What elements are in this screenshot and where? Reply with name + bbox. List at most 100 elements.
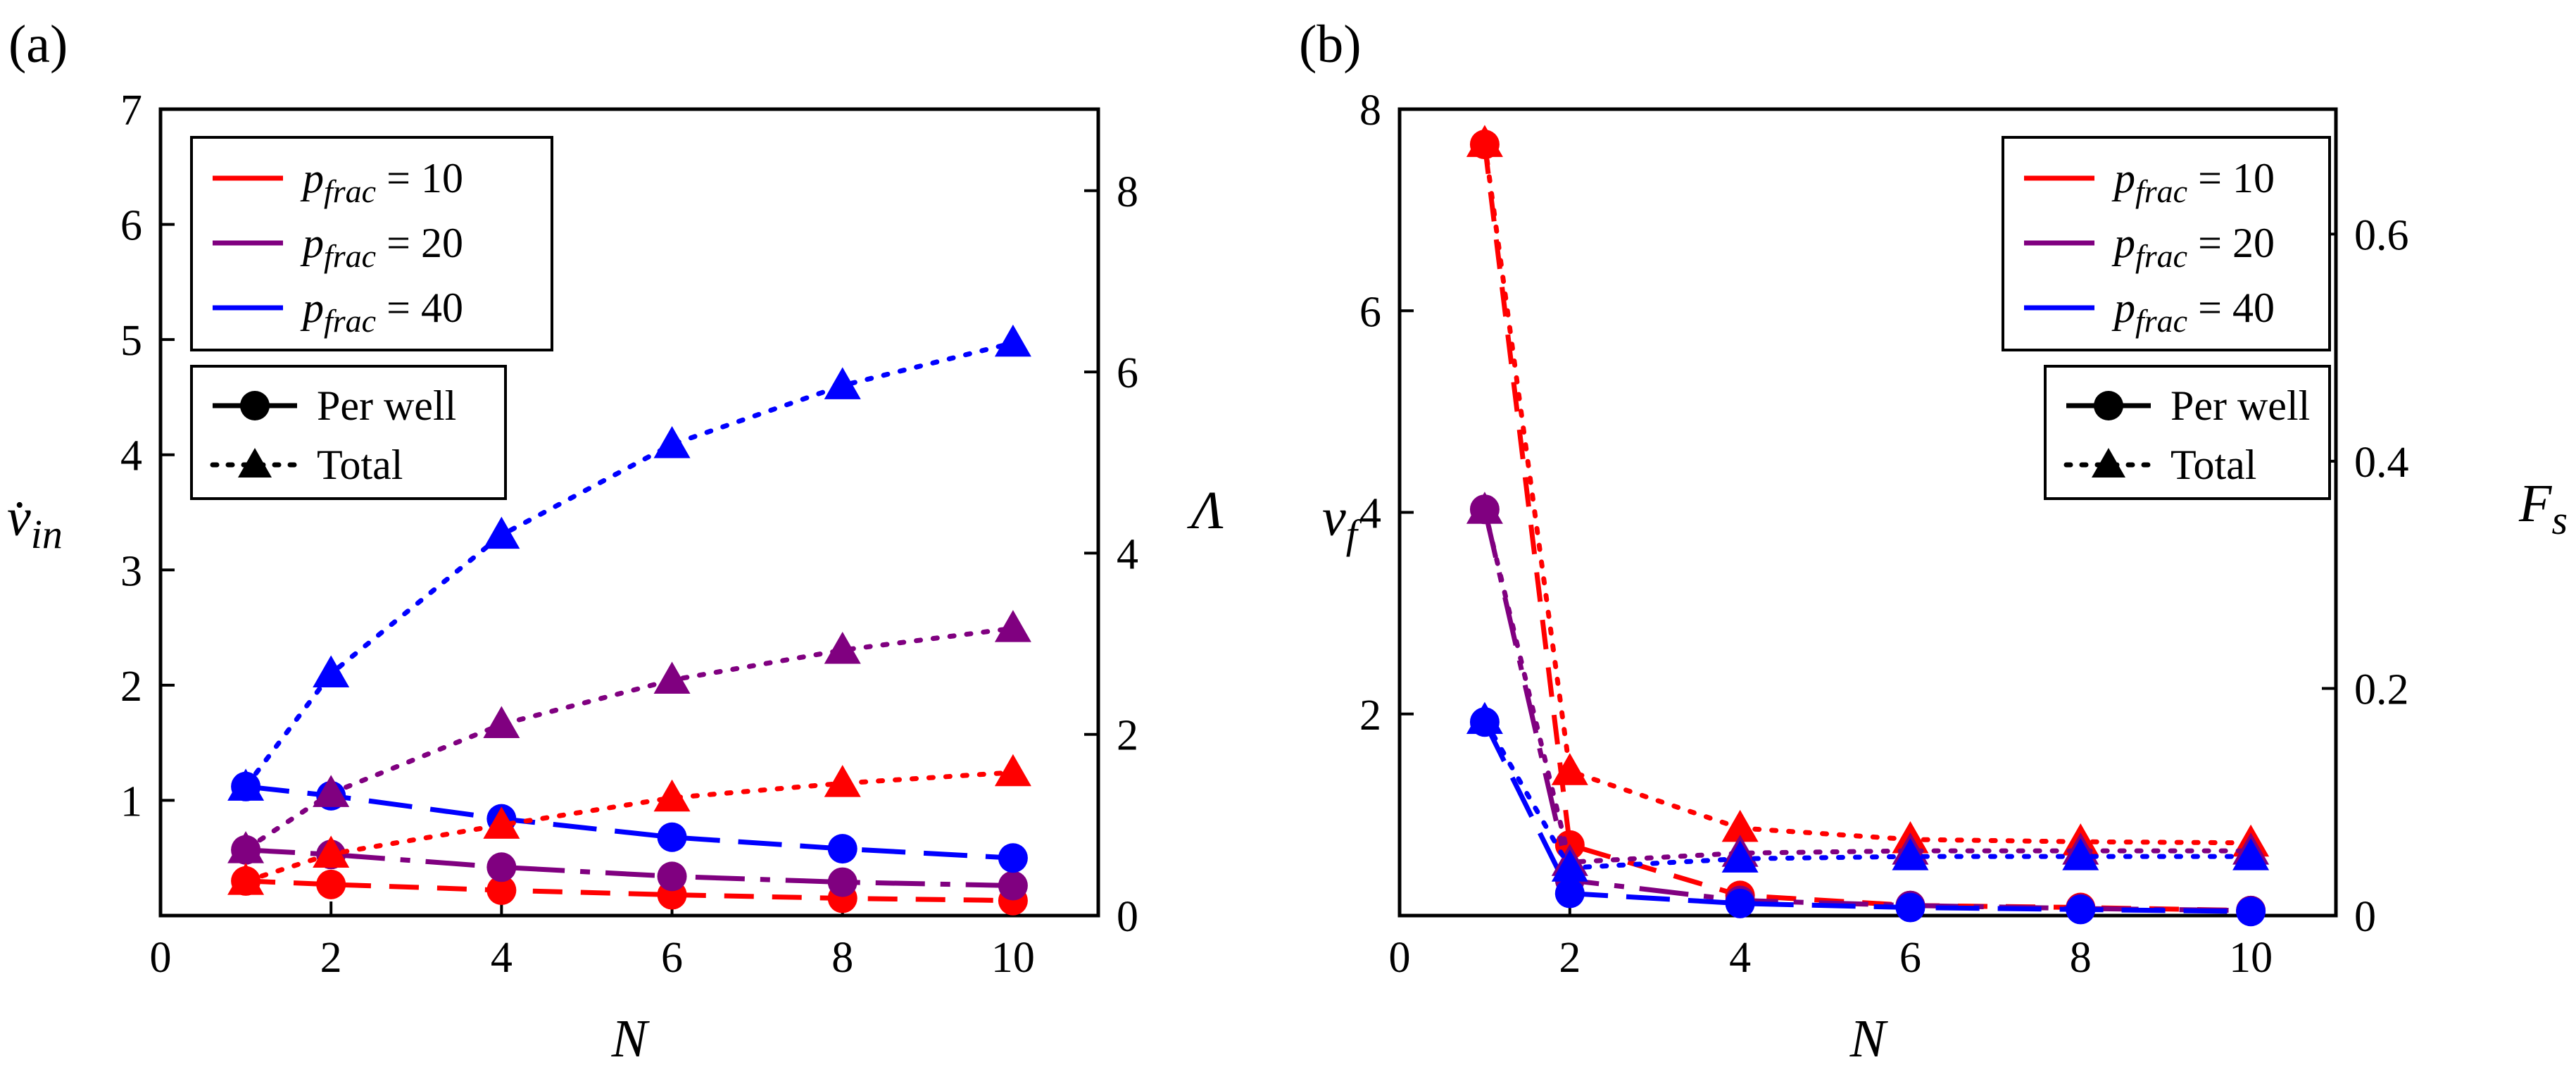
data-point-circle (827, 834, 857, 864)
data-point-triangle (2062, 838, 2099, 870)
legend-label: pfrac = 40 (300, 285, 463, 339)
legend-label: pfrac = 10 (2111, 155, 2275, 209)
y-left-tick-label: 2 (1359, 692, 1381, 739)
x-tick-label: 2 (320, 934, 342, 982)
y-left-tick-label: 3 (120, 547, 142, 595)
legend-label: Per well (317, 382, 456, 429)
data-point-circle (1725, 888, 1755, 918)
y-right-tick-label: 0 (2354, 893, 2376, 941)
y-right-tick-label: 0.2 (2354, 666, 2409, 713)
plot-frame (158, 107, 1100, 918)
y-left-tick-label: 8 (1359, 87, 1381, 135)
data-point-circle (657, 822, 687, 852)
data-point-circle (2066, 894, 2096, 925)
x-tick-label: 0 (150, 934, 172, 982)
legend-pfrac: pfrac = 10 pfrac = 20 pfrac = 40 (190, 136, 553, 351)
data-point-triangle (1721, 809, 1759, 842)
data-point-triangle (1466, 701, 1503, 735)
data-point-triangle (227, 831, 265, 863)
y-right-axis-label: Λ (1187, 481, 1224, 540)
data-point-triangle (313, 775, 350, 807)
y-left-axis-label: v̇in (7, 488, 63, 557)
x-axis-label: N (611, 1009, 651, 1068)
x-tick-label: 8 (2070, 934, 2092, 982)
data-point-triangle (653, 779, 691, 812)
data-point-circle (2236, 897, 2266, 927)
y-right-axis-label: Fs (2518, 474, 2568, 543)
x-tick-label: 6 (1899, 934, 1921, 982)
x-tick-label: 4 (491, 934, 513, 982)
y-left-tick-label: 5 (120, 317, 142, 365)
y-left-axis-label: vf (1322, 488, 1362, 557)
x-tick-label: 10 (2229, 934, 2273, 982)
data-point-triangle (1466, 492, 1503, 524)
legend-swatch-circle (2094, 391, 2123, 420)
y-left-tick-label: 4 (1359, 490, 1381, 538)
y-right-tick-label: 6 (1117, 349, 1138, 397)
data-point-circle (998, 870, 1028, 901)
legend-label: pfrac = 20 (300, 220, 463, 274)
legend-markers: Per well Total (2044, 365, 2331, 500)
series-line-pfrac-40-per-well (1482, 720, 2251, 914)
data-point-triangle (1551, 753, 1588, 785)
data-point-triangle (653, 426, 691, 458)
y-left-tick-label: 1 (120, 778, 142, 825)
y-right-tick-label: 2 (1117, 712, 1138, 760)
data-point-triangle (1721, 840, 1759, 873)
legend-label: pfrac = 10 (300, 155, 463, 209)
legend-label: pfrac = 20 (2111, 220, 2275, 274)
x-axis-label: N (1849, 1009, 1889, 1068)
series-line-pfrac-10-total (1482, 140, 2254, 846)
y-right-tick-label: 0 (1117, 893, 1138, 941)
data-point-circle (1554, 878, 1585, 909)
x-tick-label: 6 (661, 934, 683, 982)
y-left-tick-label: 4 (120, 432, 142, 480)
legend-label: Total (317, 442, 403, 488)
x-tick-label: 0 (1389, 934, 1411, 982)
legend-label: pfrac = 40 (2111, 285, 2275, 339)
data-point-triangle (1551, 849, 1588, 882)
y-right-tick-label: 0.6 (2354, 211, 2409, 259)
data-point-triangle (483, 516, 520, 549)
legend-label: Per well (2170, 382, 2310, 429)
data-point-triangle (994, 324, 1031, 357)
legend-label: Total (2170, 442, 2256, 488)
data-point-triangle (313, 835, 350, 868)
series-line-pfrac-10-total (243, 770, 1016, 884)
data-point-triangle (227, 768, 265, 801)
data-point-triangle (2232, 838, 2270, 870)
series-line-pfrac-20-per-well (245, 847, 1013, 888)
x-tick-label: 10 (991, 934, 1035, 982)
series-line-pfrac-40-total (1482, 718, 2254, 870)
data-point-triangle (824, 765, 861, 797)
panel-label: (a) (8, 15, 68, 74)
x-tick-label: 8 (831, 934, 853, 982)
data-point-circle (486, 852, 517, 882)
legend-swatch-triangle (238, 448, 272, 478)
x-tick-label: 4 (1729, 934, 1751, 982)
legend-swatch-circle (240, 391, 270, 420)
y-left-tick-label: 7 (120, 87, 142, 135)
series-line-pfrac-20-per-well (1482, 508, 2251, 913)
x-tick-label: 2 (1559, 934, 1581, 982)
data-point-triangle (824, 632, 861, 664)
series-line-pfrac-20-total (1482, 507, 2254, 865)
data-point-circle (1895, 892, 1925, 923)
data-point-triangle (994, 754, 1031, 787)
data-point-circle (827, 867, 857, 897)
legend-pfrac: pfrac = 10 pfrac = 20 pfrac = 40 (2002, 136, 2331, 351)
data-point-triangle (313, 655, 350, 687)
data-point-triangle (1466, 125, 1503, 157)
data-point-triangle (653, 661, 691, 694)
y-right-tick-label: 8 (1117, 168, 1138, 216)
data-point-triangle (483, 806, 520, 839)
legend-swatch-triangle (2092, 448, 2125, 478)
data-point-circle (657, 861, 687, 892)
y-right-tick-label: 0.4 (2354, 439, 2409, 487)
y-left-tick-label: 2 (120, 663, 142, 711)
y-left-tick-label: 6 (120, 202, 142, 250)
data-point-circle (998, 843, 1028, 873)
y-right-tick-label: 4 (1117, 530, 1138, 578)
